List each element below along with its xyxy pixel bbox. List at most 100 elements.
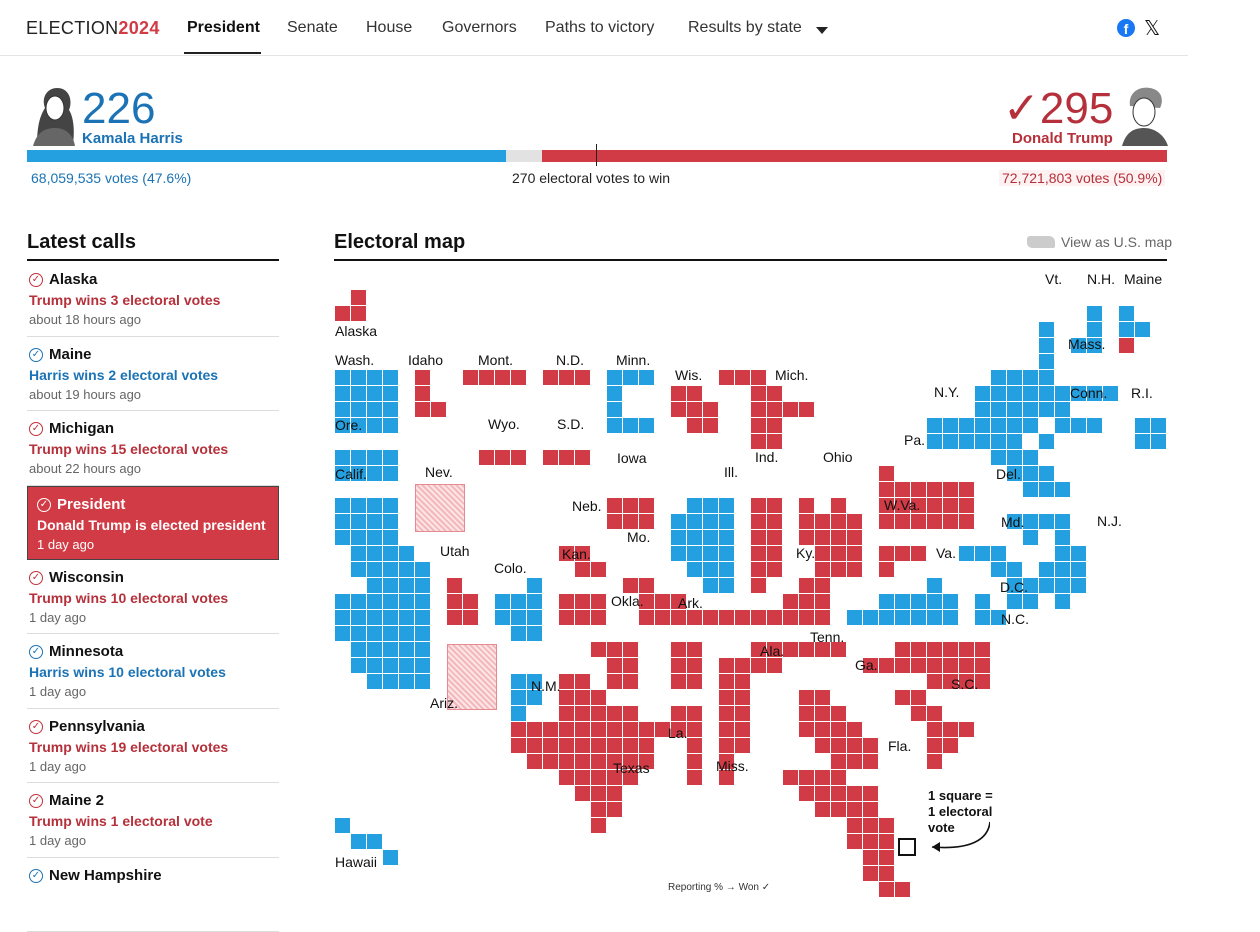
ev-square-texas[interactable]	[623, 722, 638, 737]
ev-square-n-y[interactable]	[1007, 434, 1022, 449]
ev-square-okla[interactable]	[591, 642, 606, 657]
ev-square-wash[interactable]	[383, 402, 398, 417]
ev-square-d-c[interactable]	[975, 610, 990, 625]
ev-square-n-c[interactable]	[911, 658, 926, 673]
ev-square-texas[interactable]	[591, 706, 606, 721]
ev-square-pa[interactable]	[943, 498, 958, 513]
state-nev-pending[interactable]	[415, 484, 465, 532]
ev-square-ark[interactable]	[671, 658, 686, 673]
ev-square-ohio[interactable]	[815, 546, 830, 561]
ev-square-vt[interactable]	[1039, 338, 1054, 353]
ev-square-calif[interactable]	[415, 642, 430, 657]
ev-square-n-c[interactable]	[895, 658, 910, 673]
ev-square-wyo[interactable]	[511, 450, 526, 465]
ev-square-wash[interactable]	[351, 386, 366, 401]
ev-square-pa[interactable]	[959, 482, 974, 497]
ev-square-texas[interactable]	[623, 706, 638, 721]
ev-square-mass[interactable]	[1023, 386, 1038, 401]
ev-square-texas[interactable]	[607, 722, 622, 737]
ev-square-ill[interactable]	[687, 498, 702, 513]
ev-square-mich[interactable]	[767, 402, 782, 417]
ev-square-n-c[interactable]	[959, 642, 974, 657]
ev-square-n-y[interactable]	[975, 418, 990, 433]
ev-square-ark[interactable]	[687, 658, 702, 673]
ev-square-ind[interactable]	[751, 546, 766, 561]
ev-square-ill[interactable]	[687, 546, 702, 561]
ev-square-n-y[interactable]	[1039, 466, 1054, 481]
ev-square-ill[interactable]	[687, 530, 702, 545]
facebook-icon[interactable]: f	[1117, 19, 1135, 37]
ev-square-la[interactable]	[671, 706, 686, 721]
ev-square-texas[interactable]	[575, 674, 590, 689]
ev-square-calif[interactable]	[367, 498, 382, 513]
ev-square-va[interactable]	[927, 610, 942, 625]
ev-square-calif[interactable]	[399, 674, 414, 689]
ev-square-wis[interactable]	[687, 402, 702, 417]
ev-square-la[interactable]	[687, 770, 702, 785]
ev-square-fla[interactable]	[863, 866, 878, 881]
ev-square-ohio[interactable]	[815, 562, 830, 577]
ev-square-ill[interactable]	[719, 530, 734, 545]
ev-square-s-c[interactable]	[911, 706, 926, 721]
ev-square-ark[interactable]	[687, 642, 702, 657]
ev-square-ga[interactable]	[847, 722, 862, 737]
ev-square-n-y[interactable]	[1023, 418, 1038, 433]
ev-square-calif[interactable]	[415, 658, 430, 673]
ev-square-pa[interactable]	[959, 498, 974, 513]
ev-square-mo[interactable]	[687, 610, 702, 625]
ev-square-tenn[interactable]	[719, 658, 734, 673]
ev-square-texas[interactable]	[607, 802, 622, 817]
ev-square-colo[interactable]	[495, 594, 510, 609]
ev-square-okla[interactable]	[607, 658, 622, 673]
ev-square-calif[interactable]	[367, 578, 382, 593]
ev-square-s-d[interactable]	[543, 450, 558, 465]
ev-square-ohio[interactable]	[847, 562, 862, 577]
ev-square-n-y[interactable]	[1023, 466, 1038, 481]
ev-square-r-i[interactable]	[1135, 418, 1150, 433]
ev-square-n-j[interactable]	[1039, 514, 1054, 529]
ev-square-n-y[interactable]	[991, 418, 1006, 433]
ev-square-wis[interactable]	[687, 386, 702, 401]
ev-square-texas[interactable]	[575, 754, 590, 769]
ev-square-calif[interactable]	[335, 626, 350, 641]
ev-square-del[interactable]	[1023, 530, 1038, 545]
ev-square-calif[interactable]	[399, 562, 414, 577]
ev-square-calif[interactable]	[367, 658, 382, 673]
ev-square-ore[interactable]	[383, 466, 398, 481]
ev-square-pa[interactable]	[895, 514, 910, 529]
ev-square-ky[interactable]	[783, 594, 798, 609]
ev-square-va[interactable]	[879, 594, 894, 609]
ev-square-n-y[interactable]	[959, 418, 974, 433]
ev-square-texas[interactable]	[559, 722, 574, 737]
ev-square-texas[interactable]	[575, 722, 590, 737]
ev-square-texas[interactable]	[527, 754, 542, 769]
ev-square-ala[interactable]	[735, 738, 750, 753]
ev-square-ga[interactable]	[847, 738, 862, 753]
ev-square-n-c[interactable]	[927, 674, 942, 689]
ev-square-ky[interactable]	[799, 594, 814, 609]
ev-square-ill[interactable]	[703, 498, 718, 513]
ev-square-ga[interactable]	[863, 754, 878, 769]
ev-square-ala[interactable]	[719, 706, 734, 721]
ev-square-ill[interactable]	[719, 546, 734, 561]
ev-square-s-d[interactable]	[575, 450, 590, 465]
ev-square-wyo[interactable]	[495, 450, 510, 465]
ev-square-ore[interactable]	[335, 450, 350, 465]
ev-square-texas[interactable]	[543, 722, 558, 737]
ev-square-s-c[interactable]	[927, 706, 942, 721]
ev-square-calif[interactable]	[351, 610, 366, 625]
ev-square-alaska[interactable]	[335, 306, 350, 321]
ev-square-n-h[interactable]	[1087, 306, 1102, 321]
chevron-down-icon[interactable]	[816, 27, 828, 34]
ev-square-hawaii[interactable]	[367, 834, 382, 849]
ev-square-mass[interactable]	[1055, 386, 1070, 401]
ev-square-mich[interactable]	[783, 402, 798, 417]
ev-square-s-c[interactable]	[927, 738, 942, 753]
ev-square-texas[interactable]	[575, 770, 590, 785]
ev-square-calif[interactable]	[351, 658, 366, 673]
ev-square-wash[interactable]	[335, 402, 350, 417]
